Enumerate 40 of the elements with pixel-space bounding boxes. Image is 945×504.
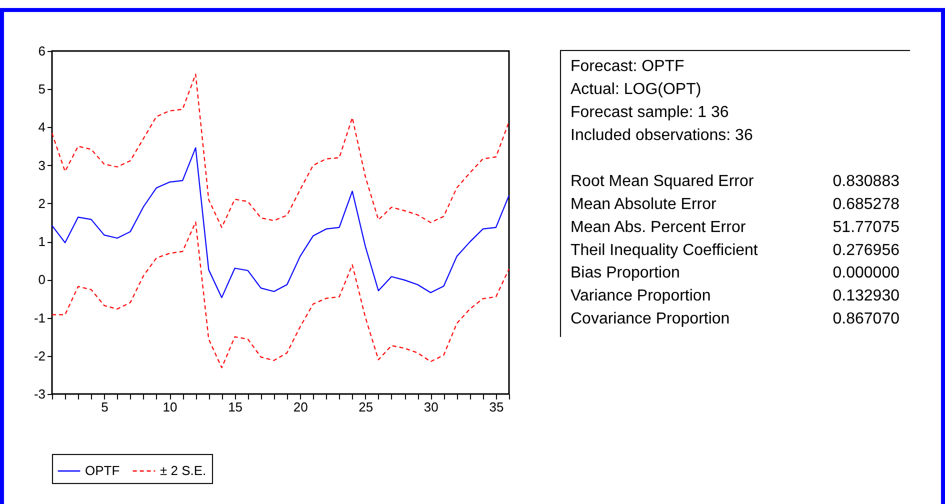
y-tick-label: 6 (38, 44, 46, 58)
data-label: 0.867070 (832, 310, 900, 328)
y-tick-label: 3 (38, 158, 46, 173)
x-tick-label: 5 (101, 400, 108, 414)
data-label: 0.685278 (832, 196, 900, 213)
x-tick-label: 20 (293, 400, 308, 414)
text: Actual: LOG(OPT) (570, 81, 702, 98)
category-label: Bias Proportion (570, 264, 680, 282)
y-tick-label: -1 (34, 310, 46, 326)
data-label: 51.77075 (832, 218, 900, 236)
y-tick-label: 4 (38, 120, 46, 135)
line-series (51, 147, 510, 298)
y-tick-label: 0 (38, 272, 46, 288)
category-label: Mean Absolute Error (570, 196, 718, 213)
y-tick-label: 5 (38, 82, 46, 97)
y-tick-label: 2 (38, 196, 46, 211)
y-tick-label: 1 (38, 234, 46, 250)
x-tick-label: 10 (162, 400, 178, 414)
category-label: Theil Inequality Coefficient (570, 242, 758, 259)
text: Forecast sample: 1 36 (570, 104, 729, 121)
data-label: 0.830883 (832, 172, 900, 190)
y-tick-label: -2 (34, 348, 46, 364)
category-label: Root Mean Squared Error (570, 172, 754, 190)
legend-label: OPTF (85, 463, 120, 478)
category-label: Mean Abs. Percent Error (570, 218, 746, 236)
line-series (51, 222, 510, 368)
x-tick-label: 25 (358, 400, 374, 414)
category-label: Covariance Proportion (570, 310, 730, 328)
x-tick-label: 30 (424, 400, 438, 414)
x-tick-label: 15 (228, 400, 243, 414)
data-label: 0.000000 (832, 264, 900, 282)
data-label: 0.276956 (832, 242, 900, 259)
category-label: Variance Proportion (570, 288, 711, 305)
text: Included observations: 36 (570, 126, 753, 144)
y-tick-label: -3 (34, 386, 46, 402)
legend-label: ± 2 S.E. (160, 463, 206, 478)
line-series (51, 74, 510, 228)
x-tick-label: 35 (489, 400, 504, 414)
data-label: 0.132930 (832, 288, 900, 305)
text: Forecast: OPTF (570, 58, 685, 76)
